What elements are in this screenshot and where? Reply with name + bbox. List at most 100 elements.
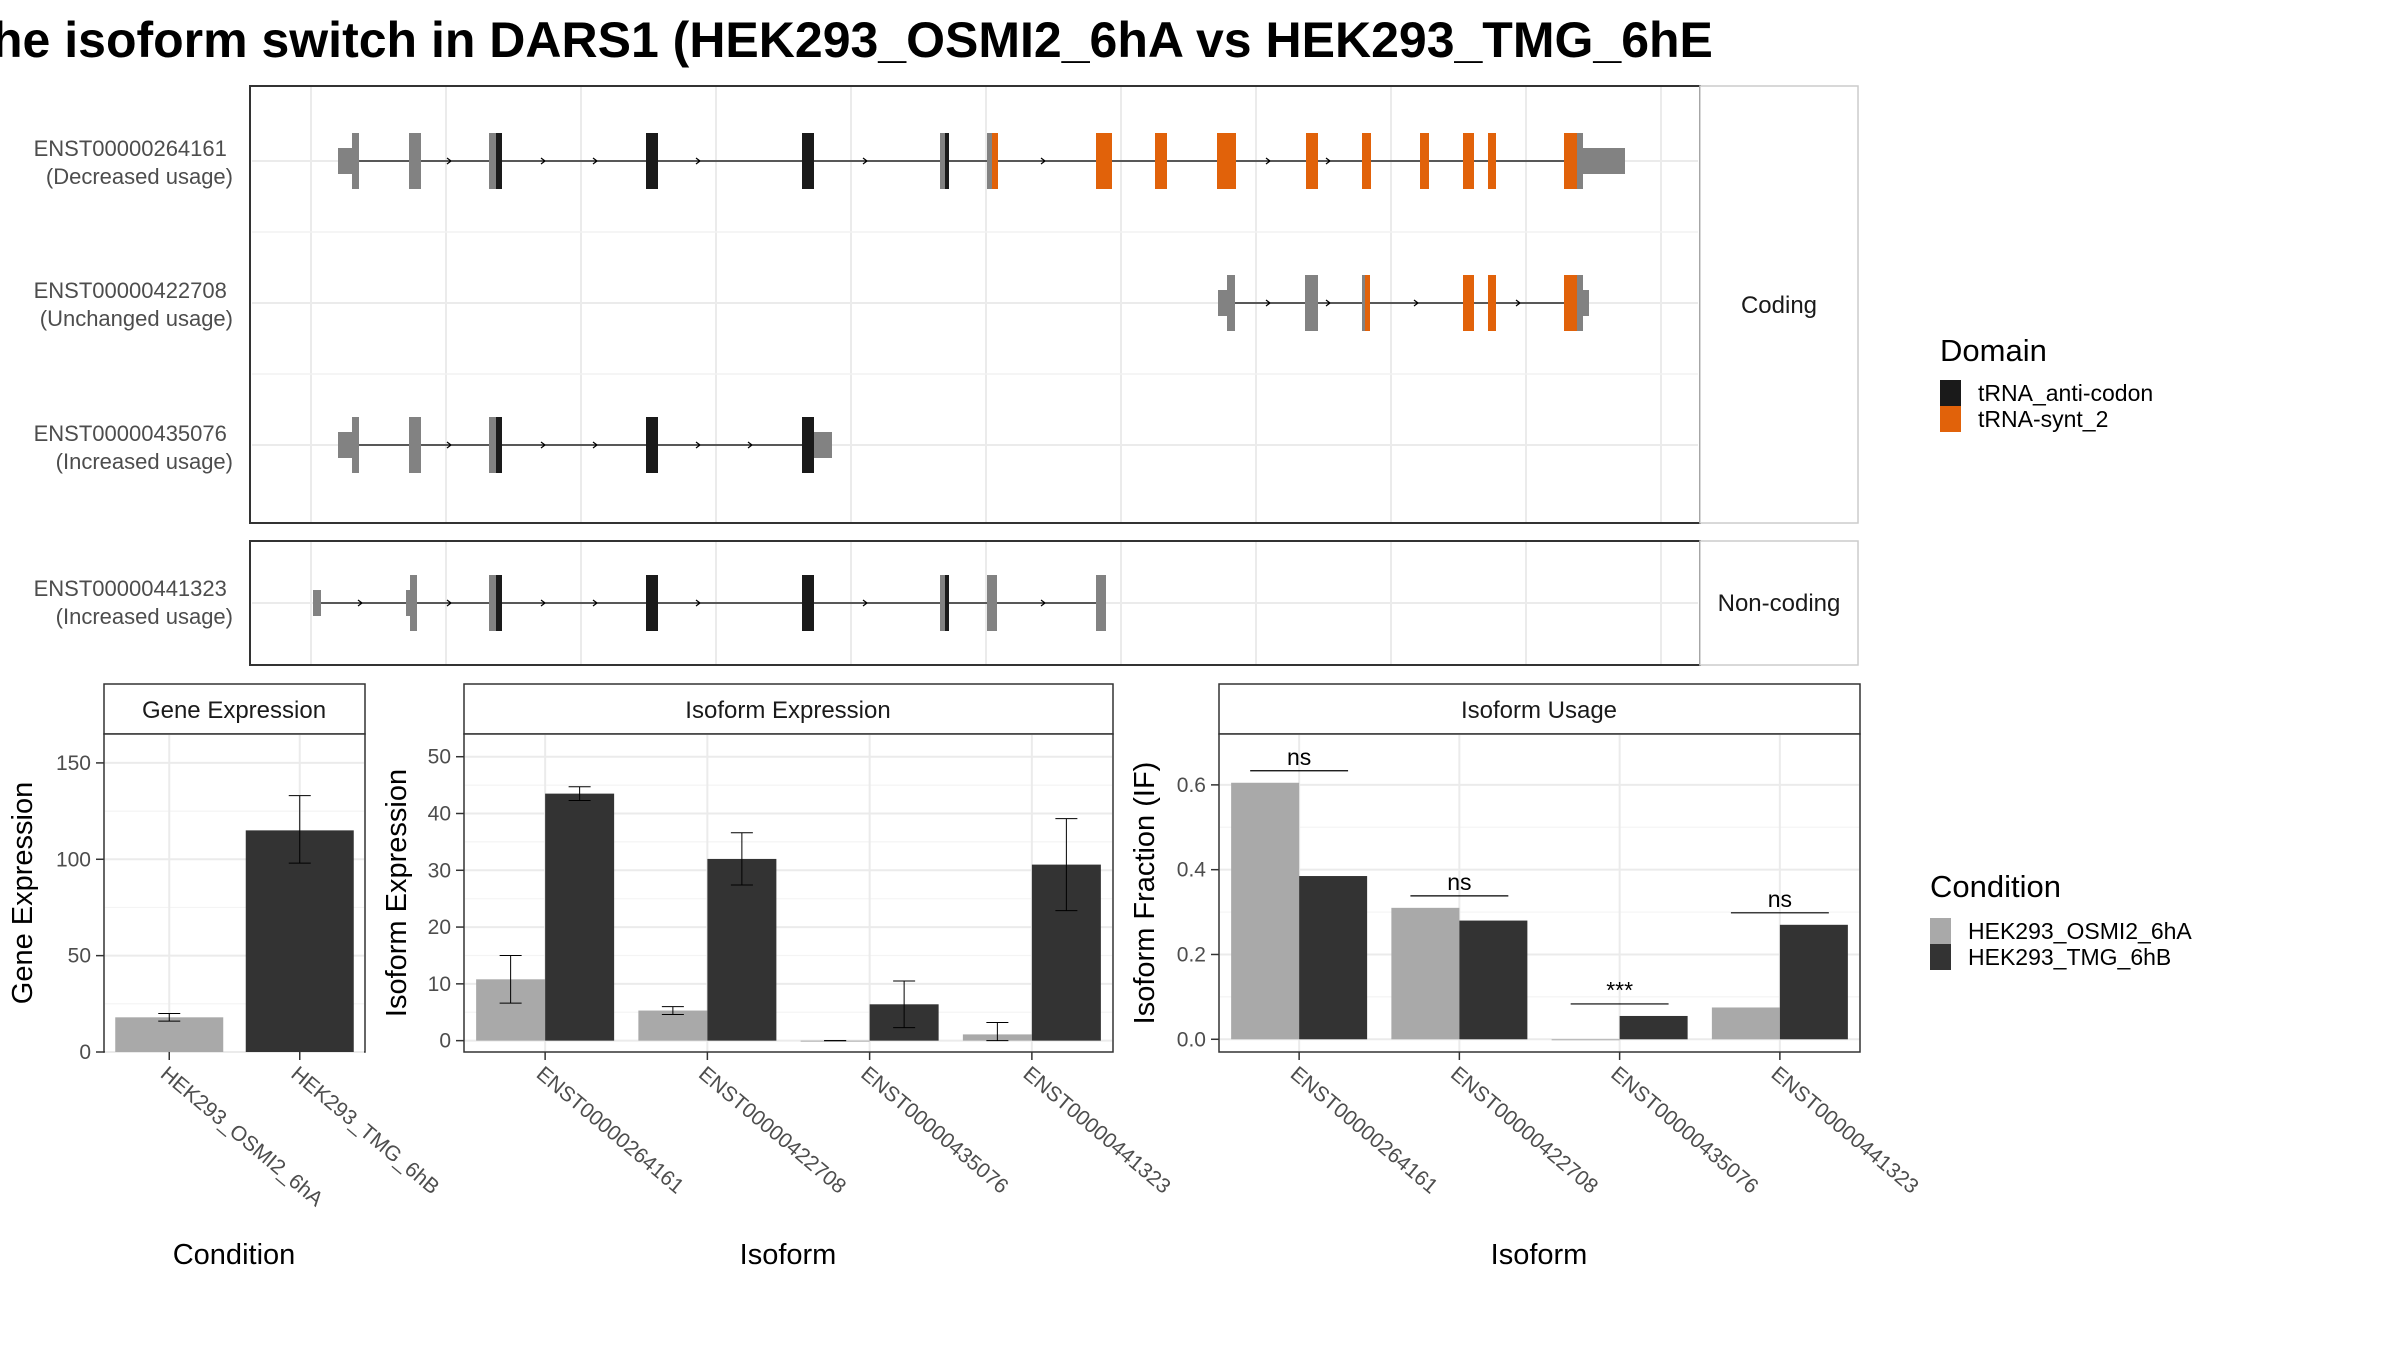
track-264161-exon-14 <box>1306 133 1318 189</box>
track-422708-exon-9 <box>1583 290 1589 316</box>
transcript-label-264161: ENST00000264161 (Decreased usage) <box>34 136 233 189</box>
gene-expression-xlabel: Condition <box>173 1239 296 1271</box>
track-441323-exon-10 <box>1096 575 1106 631</box>
track-441323-exon-4 <box>496 575 502 631</box>
iso-usage-xtick-label-2: ENST00000435076 <box>1606 1062 1762 1198</box>
iso-expr-ytick-label-1: 10 <box>428 973 451 996</box>
isoform-usage-panel: Isoform Usage ns ENST00000264161 ns ENST000… <box>1129 683 1923 1271</box>
iso-usage-xtick-label-3: ENST00000441323 <box>1767 1062 1923 1198</box>
isoform-usage-ylabel: Isoform Fraction (IF) <box>1129 762 1161 1025</box>
structure-gridlines <box>252 87 1698 664</box>
coding-strip <box>1699 85 1859 524</box>
track-264161-exon-2 <box>409 133 421 189</box>
iso-expr-xtick-label-2: ENST00000435076 <box>856 1062 1012 1198</box>
track-441323-exon-0 <box>313 590 321 616</box>
track-435076 <box>338 417 832 473</box>
condition-legend: Condition HEK293_OSMI2_6hA HEK293_TMG_6h… <box>1930 869 2192 970</box>
track-435076-exon-2 <box>409 417 421 473</box>
iso-expr-xtick-label-0: ENST00000264161 <box>532 1062 688 1198</box>
track-441323-exon-1 <box>406 590 410 616</box>
iso-usage-bar-1-1 <box>1459 920 1528 1040</box>
track-264161-exon-13 <box>1217 133 1236 189</box>
track-264161-direction-arrow-7 <box>1325 157 1331 165</box>
track-264161-direction-arrow-1 <box>540 157 546 165</box>
track-264161-direction-arrow-5 <box>1040 157 1046 165</box>
gene-expr-ytick-label-2: 100 <box>56 848 91 871</box>
track-435076-exon-5 <box>646 417 658 473</box>
noncoding-strip <box>1699 540 1859 666</box>
track-422708-direction-arrow-0 <box>1265 299 1271 307</box>
iso-usage-sig-label-2: *** <box>1606 977 1633 1003</box>
track-441323-exon-2 <box>410 575 417 631</box>
isoform-expression-title: Isoform Expression <box>685 697 890 724</box>
legend-label-tmg: HEK293_TMG_6hB <box>1968 944 2171 970</box>
iso-expr-bar-0-1 <box>545 793 615 1041</box>
track-441323-exon-3 <box>489 575 496 631</box>
iso-usage-xtick-label-1: ENST00000422708 <box>1446 1062 1602 1198</box>
iso-usage-xtick-label-0: ENST00000264161 <box>1286 1062 1442 1198</box>
condition-legend-title: Condition <box>1930 869 2061 904</box>
iso-usage-bar-1-0 <box>1391 907 1460 1040</box>
domain-legend-title: Domain <box>1940 333 2047 368</box>
track-264161-exon-1 <box>352 133 359 189</box>
legend-swatch-osmi2 <box>1930 918 1951 944</box>
track-422708-exon-2 <box>1305 275 1318 331</box>
noncoding-strip-label: Non-coding <box>1718 590 1841 617</box>
transcript-tracks <box>313 133 1625 631</box>
track-441323-direction-arrow-5 <box>862 599 868 607</box>
track-264161-exon-8 <box>945 133 949 189</box>
iso-usage-sig-label-1: ns <box>1447 869 1471 895</box>
iso-usage-ytick-label-2: 0.4 <box>1177 859 1207 882</box>
iso-usage-bar-3-1 <box>1779 924 1848 1040</box>
gene-expr-ytick-label-3: 150 <box>56 752 91 775</box>
iso-usage-ytick-label-0: 0.0 <box>1177 1028 1206 1051</box>
track-422708-exon-8 <box>1577 275 1583 331</box>
track-264161-exon-0 <box>338 148 352 174</box>
isoform-expression-xlabel: Isoform <box>740 1239 837 1271</box>
gene-expression-strip <box>103 683 366 735</box>
domain-legend: Domain tRNA_anti-codon tRNA-synt_2 <box>1940 333 2153 432</box>
track-441323-exon-7 <box>940 575 945 631</box>
track-422708-exon-7 <box>1564 275 1577 331</box>
track-422708-exon-0 <box>1218 290 1227 316</box>
track-435076-exon-6 <box>802 417 814 473</box>
gene-expression-title: Gene Expression <box>142 697 326 724</box>
track-264161-exon-18 <box>1488 133 1496 189</box>
track-264161-exon-7 <box>940 133 945 189</box>
gene-expr-ytick-label-1: 50 <box>68 945 91 968</box>
track-264161-exon-3 <box>489 133 496 189</box>
legend-swatch-tmg <box>1930 944 1951 970</box>
coding-strip-label: Coding <box>1741 292 1817 319</box>
track-435076-direction-arrow-1 <box>540 441 546 449</box>
track-435076-direction-arrow-0 <box>446 441 452 449</box>
track-264161-exon-5 <box>646 133 658 189</box>
transcript-label-441323: ENST00000441323 (Increased usage) <box>34 576 233 629</box>
track-441323-exon-9 <box>987 575 997 631</box>
track-264161-exon-15 <box>1362 133 1371 189</box>
track-422708-exon-5 <box>1463 275 1474 331</box>
gene-expr-bar-1-0 <box>245 830 354 1052</box>
iso-usage-bar-2-0 <box>1551 1039 1620 1041</box>
figure-title: he isoform switch in DARS1 (HEK293_OSMI2… <box>0 12 1713 68</box>
iso-expr-xtick-label-1: ENST00000422708 <box>694 1062 850 1198</box>
track-264161-exon-11 <box>1096 133 1112 189</box>
legend-label-synt2: tRNA-synt_2 <box>1978 406 2108 432</box>
track-264161-direction-arrow-4 <box>862 157 868 165</box>
transcript-structure-panels: Coding Non-coding ENST00000264161 (Decre… <box>34 85 1859 666</box>
iso-expr-ytick-label-3: 30 <box>428 859 451 882</box>
transcript-label-422708: ENST00000422708 (Unchanged usage) <box>34 278 233 331</box>
iso-usage-sig-label-3: ns <box>1768 886 1792 912</box>
iso-expr-bar-1-1 <box>707 858 777 1041</box>
track-264161-direction-arrow-3 <box>695 157 701 165</box>
isoform-usage-xlabel: Isoform <box>1491 1239 1588 1271</box>
iso-usage-bar-2-1 <box>1619 1015 1688 1040</box>
coding-panel-frame <box>249 85 1701 524</box>
track-441323-direction-arrow-6 <box>1040 599 1046 607</box>
track-435076-direction-arrow-3 <box>695 441 701 449</box>
track-435076-exon-4 <box>496 417 502 473</box>
iso-expr-bar-1-0 <box>638 1010 708 1041</box>
track-264161-exon-16 <box>1420 133 1429 189</box>
legend-swatch-anticodon <box>1940 380 1961 406</box>
iso-usage-bar-3-0 <box>1711 1007 1780 1040</box>
